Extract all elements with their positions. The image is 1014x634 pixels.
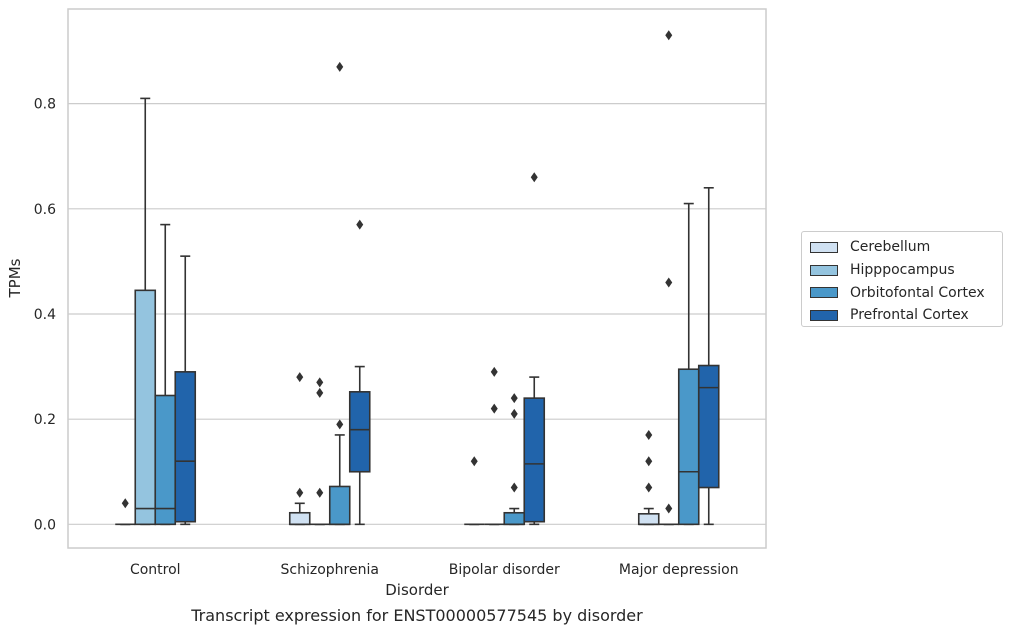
legend-swatch: [810, 241, 838, 253]
outlier-point: [296, 487, 304, 498]
box-hipppocampus: [309, 377, 330, 526]
box-cerebellum: [637, 429, 660, 526]
box-series: [115, 30, 720, 526]
box-iqr: [134, 289, 157, 526]
outlier-point: [336, 419, 344, 430]
box-orbitofontal-cortex: [503, 393, 526, 526]
box-prefrontal-cortex: [697, 186, 720, 526]
box-iqr: [288, 511, 311, 526]
outlier-point: [665, 277, 673, 288]
legend-label: Cerebellum: [850, 239, 931, 256]
legend-item: Hipppocampus: [810, 259, 1002, 282]
box-iqr: [328, 485, 351, 526]
x-tick-label: Schizophrenia: [281, 562, 379, 578]
x-tick-label: Major depression: [619, 562, 739, 578]
outlier-point: [316, 377, 324, 388]
box-iqr: [677, 368, 700, 526]
legend-item: Prefrontal Cortex: [810, 304, 1002, 327]
box-cerebellum: [464, 456, 485, 526]
x-tick-labels: Control Schizophrenia Bipolar disorder Majo…: [130, 562, 739, 578]
x-axis-label: Disorder: [385, 581, 449, 599]
box-iqr: [697, 364, 720, 489]
box-iqr: [348, 391, 371, 473]
legend-swatch: [810, 287, 838, 299]
box-iqr: [174, 371, 197, 523]
outlier-point: [510, 393, 518, 404]
outlier-point: [530, 172, 538, 183]
y-tick-label: 0.4: [34, 307, 56, 323]
box-orbitofontal-cortex: [677, 202, 700, 526]
legend-label: Hipppocampus: [850, 262, 955, 279]
legend-swatch: [810, 309, 838, 321]
box-prefrontal-cortex: [523, 172, 546, 526]
outlier-point: [665, 30, 673, 41]
outlier-point: [336, 61, 344, 72]
box-prefrontal-cortex: [348, 219, 371, 526]
x-tick-label: Bipolar disorder: [449, 562, 560, 578]
outlier-point: [470, 456, 478, 467]
outlier-point: [356, 219, 364, 230]
box-prefrontal-cortex: [174, 255, 197, 526]
outlier-point: [645, 429, 653, 440]
y-axis-label: TPMs: [6, 258, 24, 298]
box-orbitofontal-cortex: [328, 61, 351, 526]
legend-label: Orbitofontal Cortex: [850, 284, 985, 301]
box-orbitofontal-cortex: [154, 223, 177, 526]
box-iqr: [503, 511, 526, 526]
y-tick-label: 0.6: [34, 202, 56, 218]
outlier-point: [645, 482, 653, 493]
outlier-point: [316, 387, 324, 398]
outlier-point: [510, 408, 518, 419]
box-iqr: [154, 394, 177, 526]
outlier-point: [645, 456, 653, 467]
outlier-point: [316, 487, 324, 498]
box-cerebellum: [288, 372, 311, 526]
y-tick-labels: 0.0 0.2 0.4 0.6 0.8: [34, 97, 56, 534]
y-tick-label: 0.0: [34, 517, 56, 533]
chart-title: Transcript expression for ENST0000057754…: [191, 606, 643, 625]
legend: Cerebellum Hipppocampus Orbitofontal Corte…: [801, 231, 1003, 327]
outlier-point: [121, 498, 129, 509]
box-cerebellum: [115, 498, 136, 526]
legend-item: Orbitofontal Cortex: [810, 281, 1002, 304]
y-tick-label: 0.8: [34, 97, 56, 113]
x-tick-label: Control: [130, 562, 181, 578]
box-iqr: [637, 513, 660, 526]
plot-frame: [67, 8, 767, 549]
outlier-point: [490, 403, 498, 414]
outlier-point: [510, 482, 518, 493]
legend-swatch: [810, 264, 838, 276]
box-hipppocampus: [484, 366, 505, 526]
legend-item: Cerebellum: [810, 236, 1002, 259]
box-hipppocampus: [658, 30, 679, 526]
outlier-point: [296, 372, 304, 383]
box-hipppocampus: [134, 97, 157, 526]
legend-label: Prefrontal Cortex: [850, 307, 969, 324]
box-iqr: [523, 397, 546, 523]
outlier-point: [665, 503, 673, 514]
outlier-point: [490, 366, 498, 377]
y-tick-label: 0.2: [34, 412, 56, 428]
